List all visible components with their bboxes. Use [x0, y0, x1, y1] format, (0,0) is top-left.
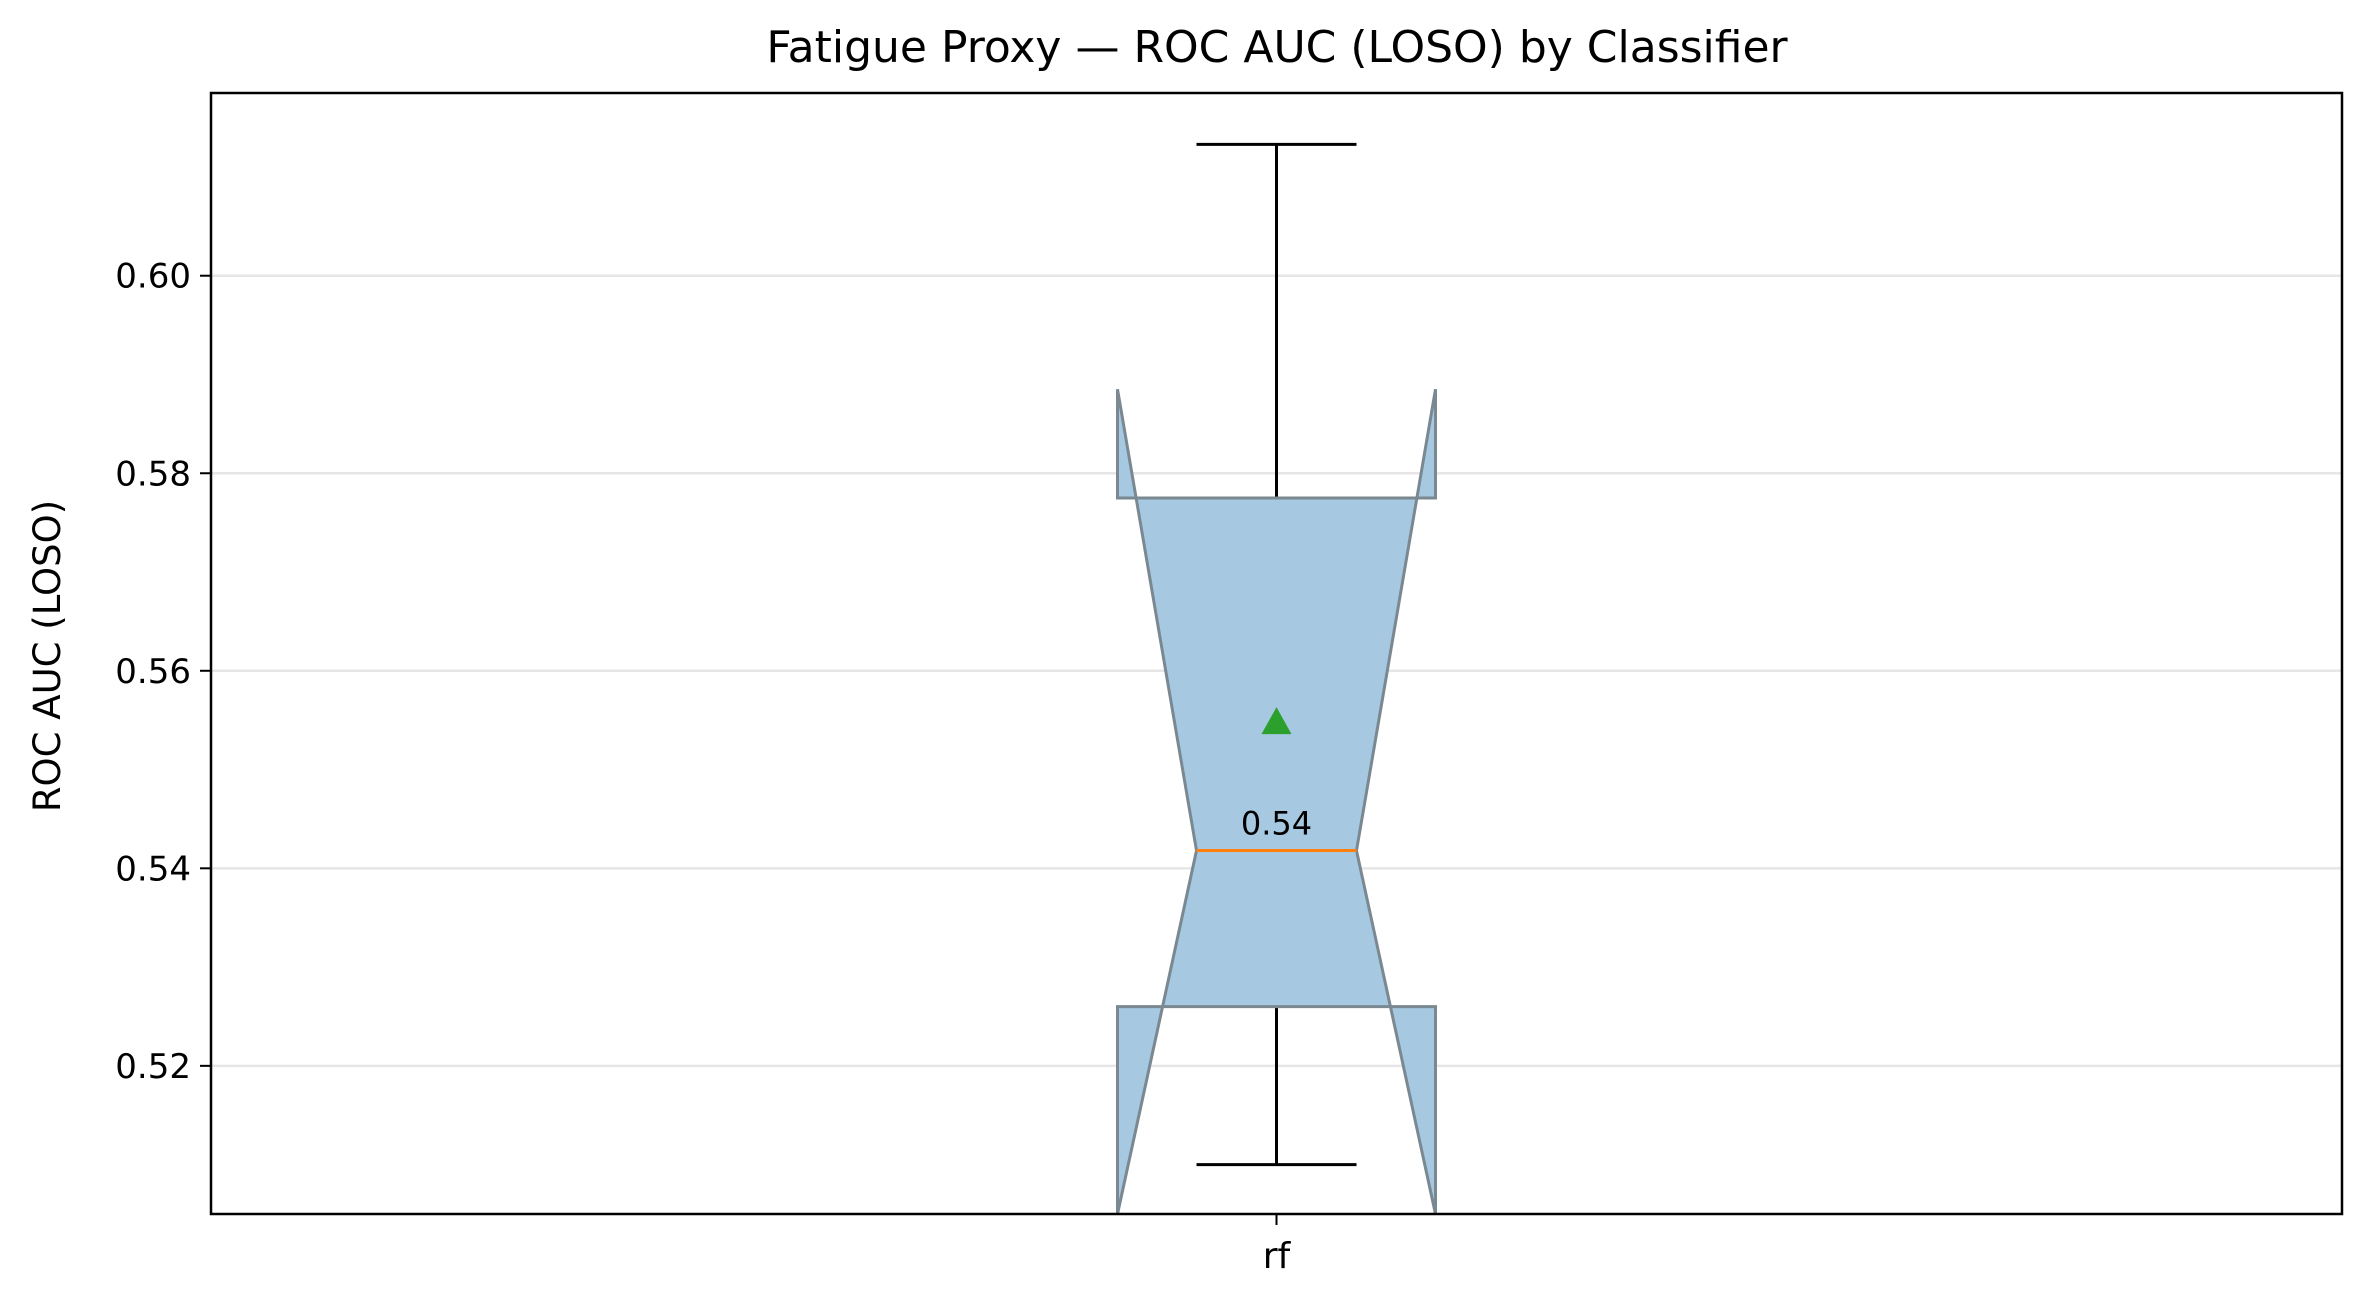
y-tick-label: 0.56	[115, 652, 191, 692]
plot-layer: 0.54	[1116, 142, 1437, 1215]
box-rf	[1116, 389, 1437, 1215]
plot-frame	[209, 91, 2344, 1216]
mean-marker	[1261, 707, 1292, 735]
chart-title: Fatigue Proxy — ROC AUC (LOSO) by Classi…	[766, 22, 1788, 73]
axis-layer: 0.52 0.54 0.56 0.58 0.60 rf	[115, 91, 2344, 1277]
y-tick-label: 0.52	[115, 1047, 191, 1087]
x-tick-label: rf	[1263, 1236, 1292, 1277]
median-label: 0.54	[1241, 805, 1312, 843]
y-tick-label: 0.54	[115, 849, 191, 889]
y-axis-label: ROC AUC (LOSO)	[26, 500, 69, 812]
y-tick-label: 0.60	[115, 257, 191, 297]
y-tick-label: 0.58	[115, 454, 191, 494]
